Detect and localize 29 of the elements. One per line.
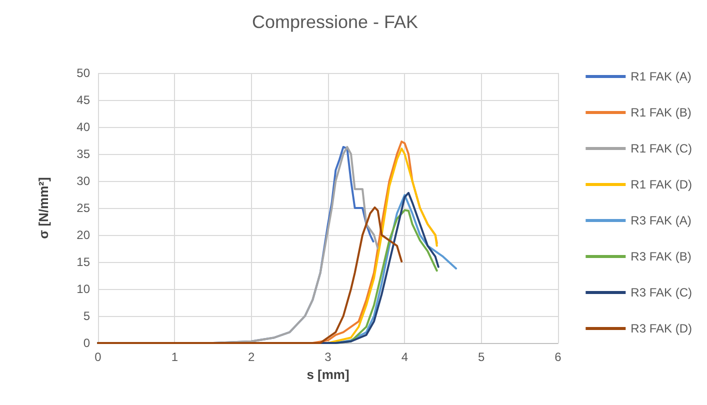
legend-label: R1 FAK (B) <box>630 106 692 120</box>
y-axis-title: σ [N/mm²] <box>36 177 51 239</box>
y-tick-label: 15 <box>76 255 90 269</box>
y-tick-label: 0 <box>83 336 90 350</box>
legend-label: R3 FAK (D) <box>630 322 692 336</box>
x-tick-label: 4 <box>401 350 408 364</box>
legend-label: R1 FAK (D) <box>630 178 692 192</box>
legend-label: R3 FAK (C) <box>630 286 692 300</box>
x-tick-label: 3 <box>324 350 332 364</box>
y-tick-label: 40 <box>76 120 90 134</box>
y-tick-label: 25 <box>76 201 90 215</box>
y-tick-label: 30 <box>76 174 90 188</box>
y-tick-label: 20 <box>76 228 90 242</box>
x-tick-label: 5 <box>478 350 485 364</box>
y-tick-label: 45 <box>76 93 90 107</box>
y-tick-label: 5 <box>83 309 90 323</box>
legend-label: R3 FAK (A) <box>630 214 692 228</box>
legend-label: R1 FAK (C) <box>630 142 692 156</box>
x-tick-label: 2 <box>248 350 255 364</box>
y-tick-label: 50 <box>76 66 90 80</box>
x-tick-label: 6 <box>554 350 562 364</box>
y-tick-label: 10 <box>76 282 90 296</box>
legend-label: R1 FAK (A) <box>630 70 692 84</box>
x-tick-label: 0 <box>94 350 102 364</box>
legend-label: R3 FAK (B) <box>630 250 692 264</box>
chart-title: Compressione - FAK <box>252 12 418 32</box>
x-tick-label: 1 <box>171 350 178 364</box>
y-tick-label: 35 <box>76 147 90 161</box>
x-axis-title: s [mm] <box>306 366 350 382</box>
